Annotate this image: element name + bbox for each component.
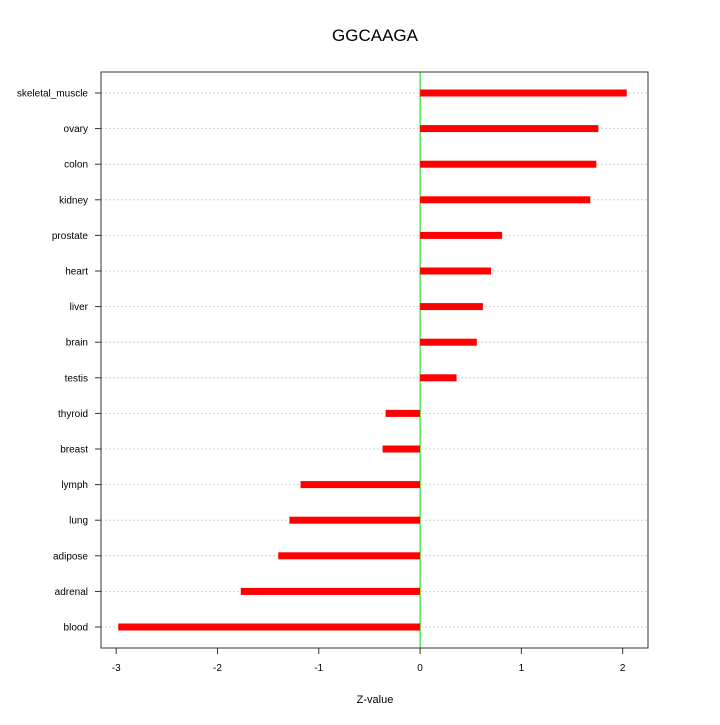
y-tick-label-lymph: lymph — [61, 480, 88, 491]
y-tick-label-lung: lung — [69, 516, 88, 527]
y-tick-label-thyroid: thyroid — [58, 409, 88, 420]
y-tick-label-ovary: ovary — [64, 124, 88, 135]
y-tick-label-blood: blood — [64, 623, 88, 634]
x-tick-label: 1 — [519, 663, 525, 674]
x-axis-label: Z-value — [357, 694, 394, 706]
bar-skeletal-muscle — [420, 89, 627, 97]
y-tick-label-breast: breast — [60, 445, 88, 456]
y-tick-label-colon: colon — [64, 160, 88, 171]
x-tick-label: -2 — [213, 663, 222, 674]
bar-adipose — [278, 552, 421, 560]
x-axis-ticks: -3 -2 -1 0 1 2 — [112, 648, 626, 674]
bar-colon — [420, 160, 597, 168]
grid-lines — [101, 92, 648, 628]
x-tick-label: 0 — [417, 663, 423, 674]
bar-kidney — [420, 196, 591, 204]
x-tick-label: -3 — [112, 663, 121, 674]
y-tick-label-prostate: prostate — [52, 231, 89, 242]
bar-ovary — [420, 125, 599, 133]
x-tick-label: -1 — [314, 663, 323, 674]
plot-frame — [100, 71, 649, 649]
y-tick-label-adrenal: adrenal — [55, 587, 88, 598]
x-tick-label: 2 — [620, 663, 626, 674]
y-tick-label-heart: heart — [65, 267, 88, 278]
chart-title: GGCAAGA — [332, 26, 419, 45]
bars — [118, 89, 627, 631]
y-tick-label-kidney: kidney — [59, 195, 88, 206]
y-tick-label-adipose: adipose — [53, 551, 88, 562]
bar-adrenal — [240, 587, 421, 595]
bar-lung — [289, 516, 421, 524]
y-tick-label-brain: brain — [66, 338, 88, 349]
bar-breast — [382, 445, 421, 453]
bar-blood — [118, 623, 421, 631]
bar-brain — [420, 338, 477, 346]
y-tick-label-testis: testis — [65, 373, 88, 384]
y-tick-label-liver: liver — [70, 302, 89, 313]
y-tick-label-skeletal-muscle: skeletal_muscle — [17, 89, 89, 100]
bar-testis — [420, 374, 457, 382]
bar-lymph — [300, 481, 421, 489]
bar-prostate — [420, 231, 503, 239]
bar-thyroid — [385, 409, 421, 417]
bar-liver — [420, 303, 483, 311]
bar-heart — [420, 267, 491, 275]
